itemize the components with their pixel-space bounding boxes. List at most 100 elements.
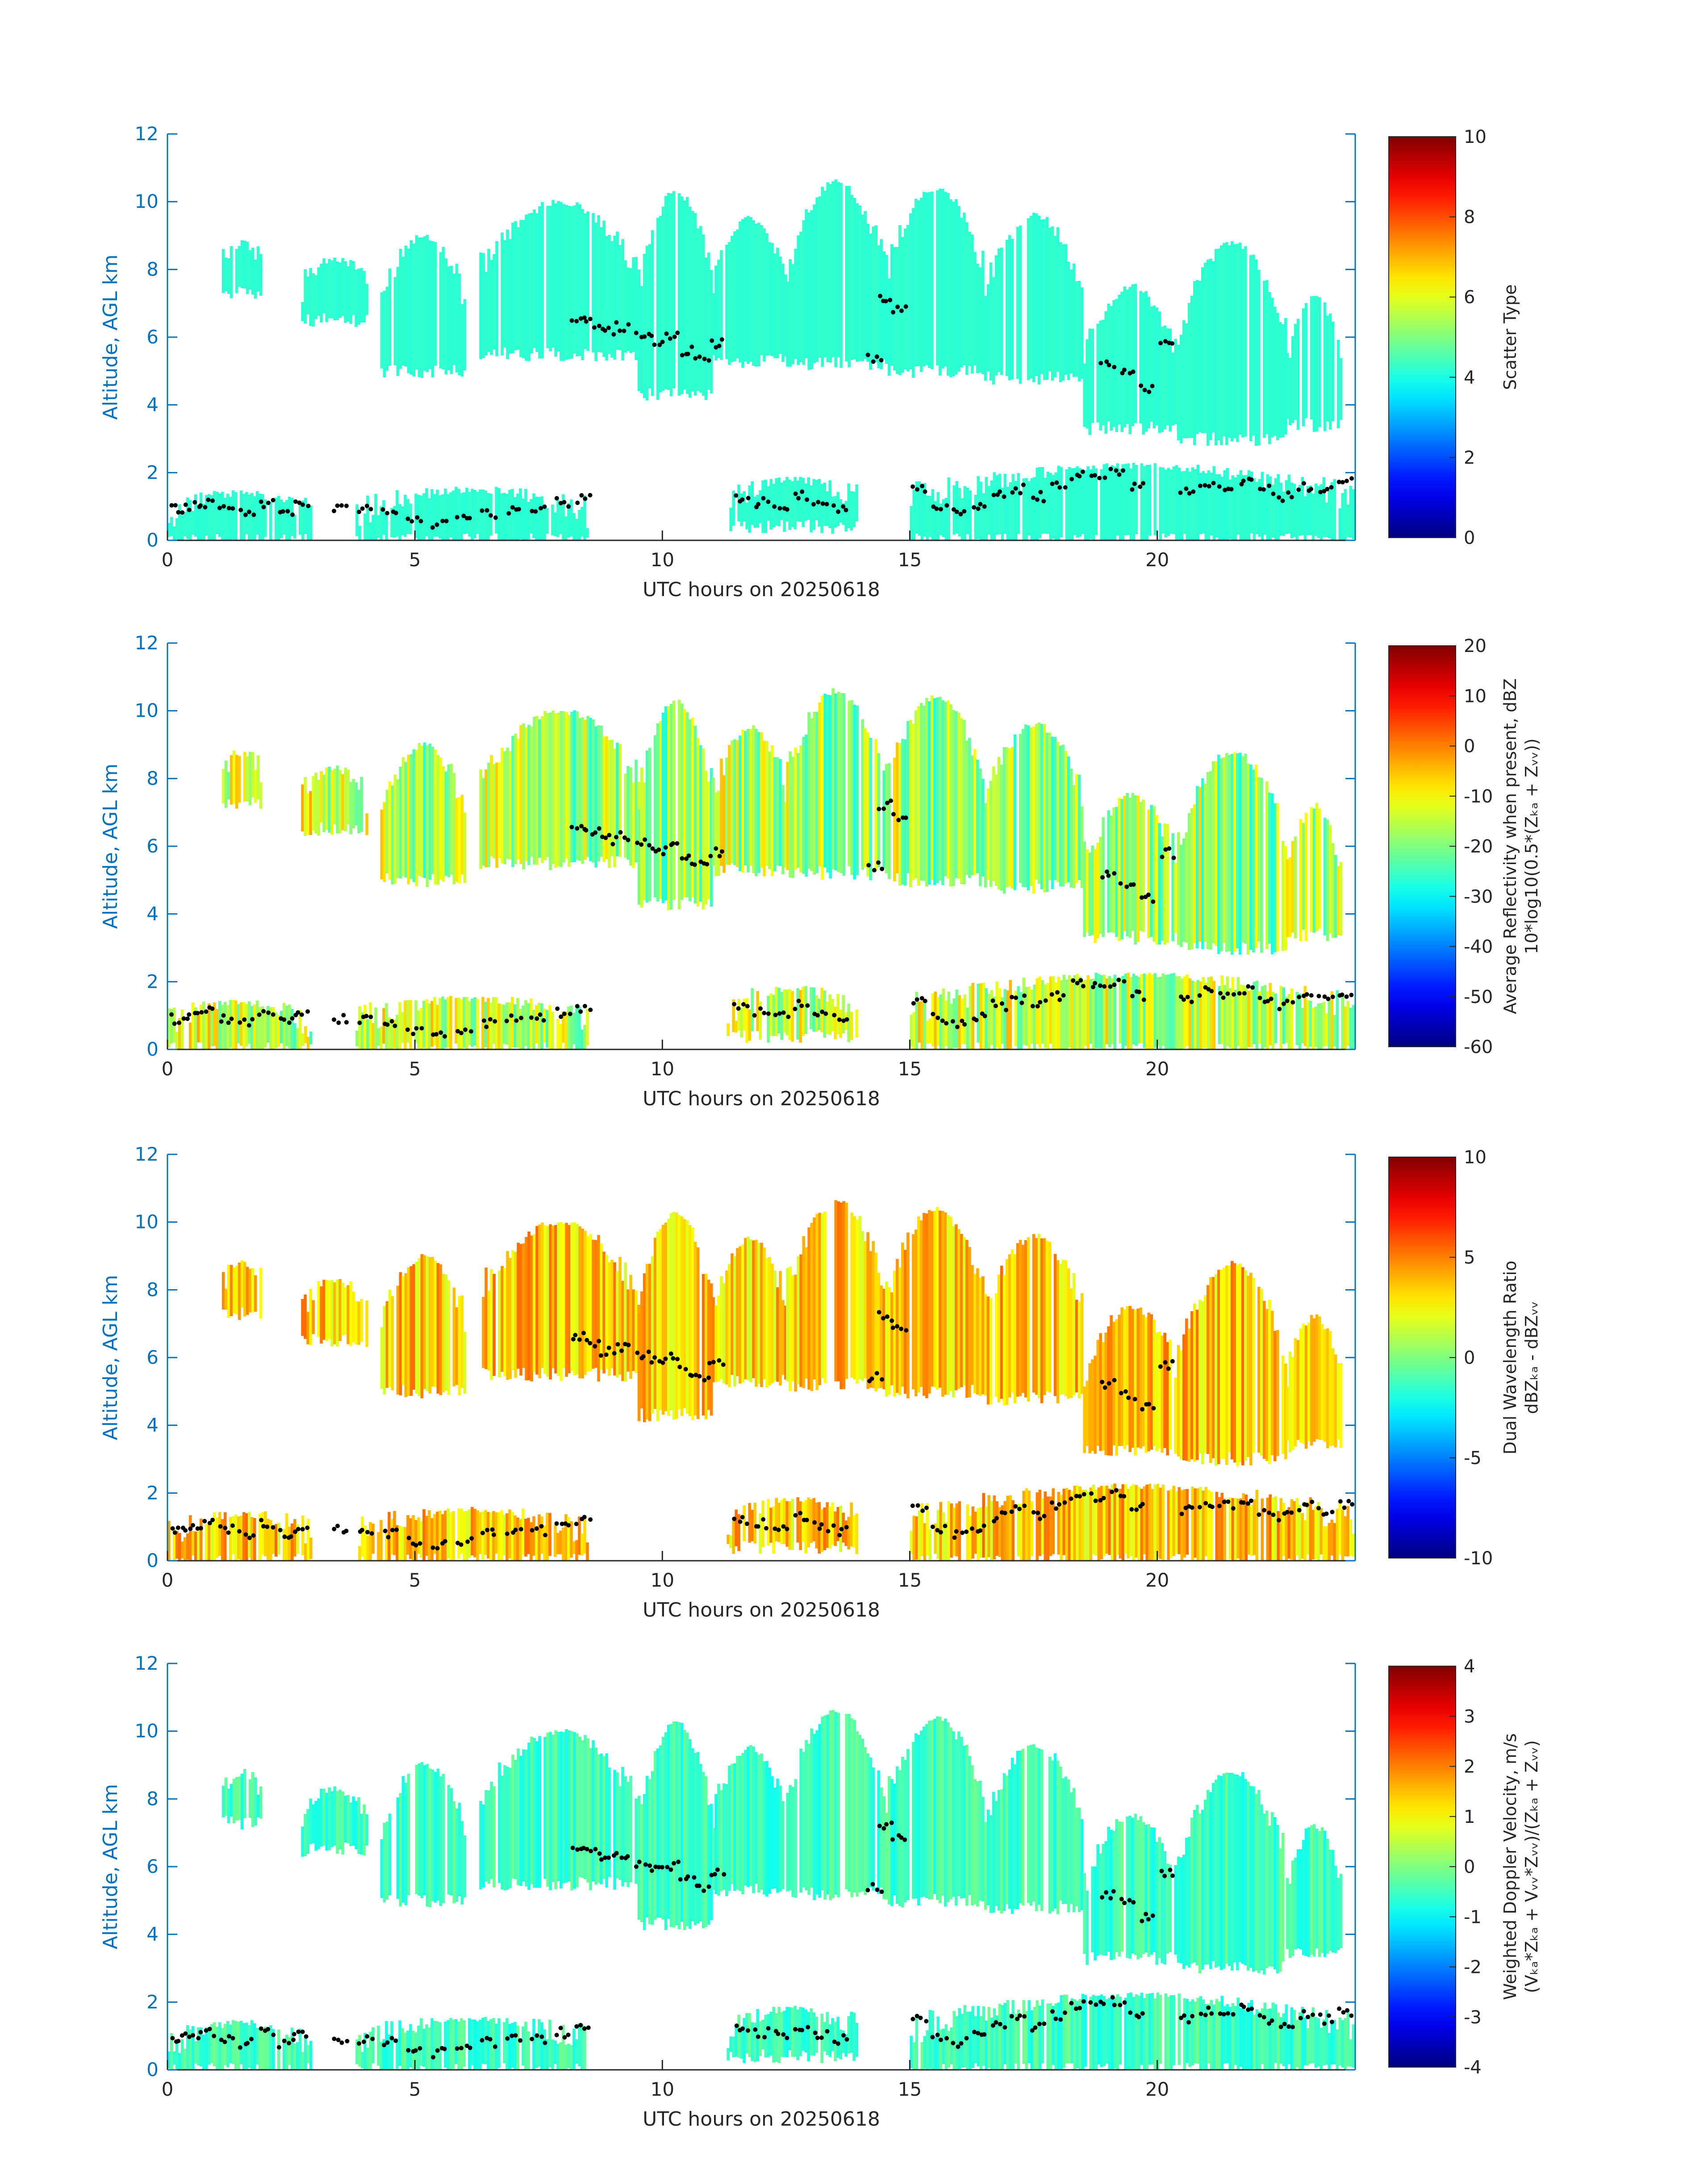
marker-point	[1102, 475, 1107, 480]
marker-point	[490, 1527, 495, 1532]
marker-point	[685, 351, 690, 356]
marker-point	[583, 496, 588, 501]
marker-point	[1222, 1500, 1227, 1504]
marker-point	[865, 352, 870, 357]
cloud-region-12	[1286, 803, 1343, 941]
y-axis-label: Altitude, AGL km	[99, 1275, 122, 1440]
y-tick-label: 2	[146, 1991, 159, 2013]
marker-point	[562, 1011, 567, 1016]
marker-point	[385, 2040, 390, 2045]
marker-point	[910, 484, 915, 489]
marker-point	[1211, 481, 1216, 485]
marker-point	[1122, 368, 1127, 372]
marker-point	[1225, 991, 1230, 996]
marker-point	[1166, 1366, 1171, 1371]
marker-point	[1130, 487, 1135, 492]
marker-point	[406, 1536, 411, 1540]
marker-point	[637, 1859, 642, 1864]
y-axis-label: Altitude, AGL km	[99, 1784, 122, 1949]
marker-point	[866, 863, 871, 868]
marker-point	[1101, 1496, 1106, 1500]
marker-point	[566, 504, 571, 509]
marker-point	[265, 1525, 270, 1529]
marker-point	[1226, 1499, 1231, 1504]
marker-point	[819, 1522, 824, 1527]
marker-point	[296, 1527, 301, 1532]
marker-point	[766, 2026, 771, 2031]
colorbar-tick-label: 20	[1464, 636, 1487, 656]
marker-point	[880, 866, 885, 871]
marker-point	[832, 1013, 837, 1018]
marker-point	[976, 2031, 981, 2035]
marker-point	[341, 1013, 346, 1018]
marker-point	[543, 1533, 548, 1538]
marker-point	[1232, 992, 1236, 997]
marker-point	[301, 502, 305, 507]
marker-point	[1140, 1502, 1145, 1507]
marker-point	[626, 322, 631, 327]
marker-point	[1031, 1510, 1036, 1515]
marker-point	[607, 833, 612, 838]
marker-point	[506, 511, 511, 516]
marker-point	[480, 2038, 484, 2043]
marker-point	[584, 828, 589, 833]
marker-point	[1246, 2007, 1251, 2012]
cloud-region-8	[885, 188, 985, 378]
marker-point	[575, 1004, 580, 1009]
marker-point	[455, 1029, 460, 1034]
marker-point	[776, 1527, 781, 1532]
marker-point	[1100, 1895, 1105, 1900]
marker-point	[593, 1344, 597, 1349]
marker-point	[958, 512, 963, 517]
marker-point	[931, 1011, 935, 1016]
marker-point	[1021, 482, 1026, 487]
marker-point	[571, 1337, 576, 1341]
cloud-region-12	[1286, 1824, 1343, 1958]
marker-point	[646, 1350, 651, 1354]
marker-point	[1197, 993, 1202, 998]
marker-point	[530, 2037, 535, 2041]
marker-point	[1049, 1500, 1054, 1505]
marker-point	[604, 1352, 609, 1357]
colorbar-tick-label: -5	[1464, 1448, 1482, 1469]
heatmap-field	[167, 1200, 1355, 1561]
marker-point	[697, 1884, 702, 1888]
marker-point	[777, 506, 782, 511]
marker-point	[1092, 473, 1097, 478]
marker-point	[736, 1006, 741, 1011]
marker-point	[1057, 485, 1062, 490]
marker-point	[1093, 981, 1097, 986]
marker-point	[582, 315, 587, 320]
marker-point	[440, 518, 445, 523]
marker-point	[612, 1351, 617, 1356]
marker-point	[176, 510, 181, 515]
marker-point	[1324, 1511, 1329, 1516]
marker-point	[680, 856, 685, 861]
marker-point	[539, 506, 543, 511]
marker-point	[510, 505, 515, 510]
marker-point	[1093, 1498, 1098, 1503]
marker-point	[493, 1019, 497, 1024]
marker-point	[885, 1314, 889, 1319]
marker-point	[1074, 1494, 1079, 1499]
marker-point	[798, 1511, 803, 1516]
marker-point	[1249, 1498, 1253, 1503]
marker-point	[752, 1013, 757, 1018]
marker-point	[684, 856, 689, 861]
marker-point	[586, 2025, 591, 2030]
marker-point	[1069, 2001, 1074, 2006]
marker-point	[874, 1371, 879, 1376]
cloud-region-7	[786, 688, 885, 881]
marker-point	[614, 1851, 619, 1855]
marker-point	[509, 2033, 514, 2038]
marker-point	[675, 841, 680, 846]
x-tick-label: 5	[409, 549, 421, 571]
marker-point	[250, 1017, 255, 1022]
marker-point	[606, 1345, 611, 1350]
cloud-region-13	[167, 2020, 313, 2070]
marker-point	[924, 2019, 929, 2024]
marker-point	[1106, 873, 1111, 878]
marker-point	[409, 519, 414, 524]
y-tick-label: 6	[146, 1855, 159, 1877]
